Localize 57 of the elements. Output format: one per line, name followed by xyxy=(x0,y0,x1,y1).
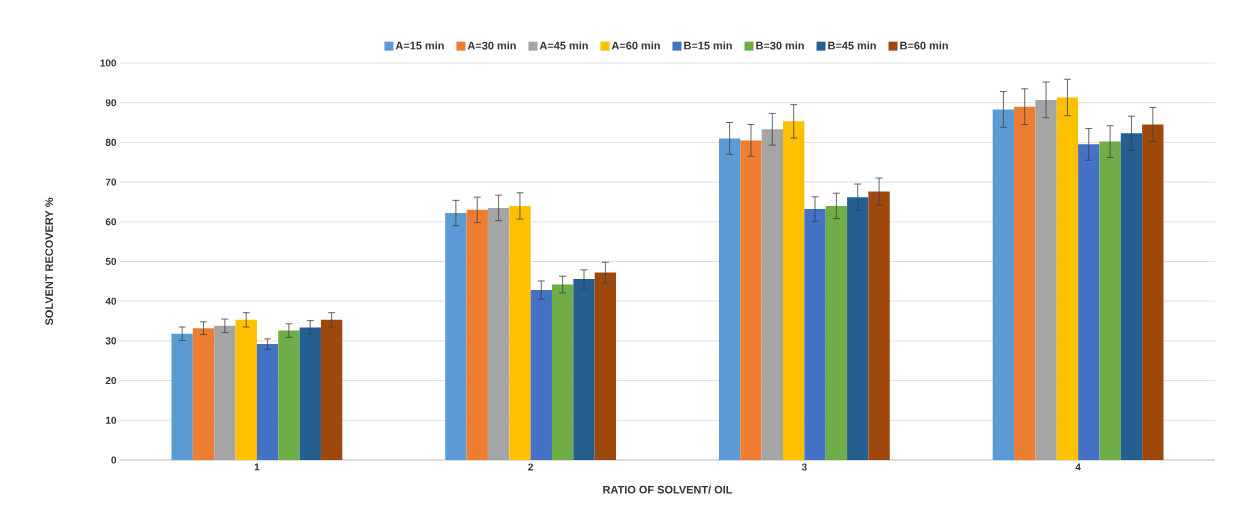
y-axis-title: SOLVENT RECOVERY % xyxy=(45,197,54,326)
bar xyxy=(192,328,215,460)
legend-label: A=60 min xyxy=(611,41,660,50)
bar xyxy=(761,129,784,460)
legend-label: B=15 min xyxy=(684,41,732,50)
y-tick-label: 70 xyxy=(105,178,117,186)
bar xyxy=(487,207,510,460)
bar xyxy=(530,290,552,460)
y-tick-label: 0 xyxy=(111,456,117,464)
y-tick-label: 80 xyxy=(105,138,117,146)
y-tick-label: 30 xyxy=(105,337,117,345)
x-tick-label: 2 xyxy=(528,463,533,471)
bar xyxy=(1099,141,1121,460)
x-axis-title: RATIO OF SOLVENT/ OIL xyxy=(603,485,733,494)
y-tick-label: 100 xyxy=(100,59,117,67)
bar xyxy=(847,197,869,460)
bar xyxy=(718,138,741,460)
bar xyxy=(1014,106,1036,460)
y-tick-label: 90 xyxy=(105,99,117,107)
bar xyxy=(320,319,343,460)
bar xyxy=(278,330,300,460)
x-tick-label: 3 xyxy=(801,463,807,471)
y-tick-label: 60 xyxy=(105,218,117,226)
bar xyxy=(804,209,826,460)
legend-label: B=60 min xyxy=(900,41,948,50)
bar xyxy=(594,272,617,460)
bar xyxy=(466,209,488,460)
y-tick-label: 20 xyxy=(105,377,117,385)
bar xyxy=(1142,124,1164,460)
legend-label: B=30 min xyxy=(756,41,804,50)
bar xyxy=(509,205,531,460)
legend-label: A=30 min xyxy=(467,41,516,50)
bar xyxy=(256,344,279,460)
bar xyxy=(783,121,805,460)
bar xyxy=(740,140,762,460)
bar xyxy=(171,333,193,460)
legend-label: A=45 min xyxy=(539,41,588,50)
x-tick-label: 1 xyxy=(254,463,260,471)
bar xyxy=(235,319,257,460)
bar xyxy=(551,284,574,460)
y-tick-label: 40 xyxy=(105,297,117,305)
bar xyxy=(445,213,467,460)
legend-label: B=45 min xyxy=(828,41,876,50)
bar xyxy=(868,191,890,460)
bar xyxy=(1056,97,1079,460)
bar xyxy=(1120,133,1143,460)
bar xyxy=(992,109,1015,460)
bar xyxy=(214,325,236,460)
bar xyxy=(825,205,848,460)
legend-label: A=15 min xyxy=(395,41,444,50)
bar xyxy=(1035,99,1057,460)
bar xyxy=(1078,144,1100,460)
bar xyxy=(299,327,321,460)
y-tick-label: 10 xyxy=(106,416,117,424)
x-tick-label: 4 xyxy=(1075,463,1081,471)
bar xyxy=(573,278,595,460)
y-tick-label: 50 xyxy=(105,257,117,266)
